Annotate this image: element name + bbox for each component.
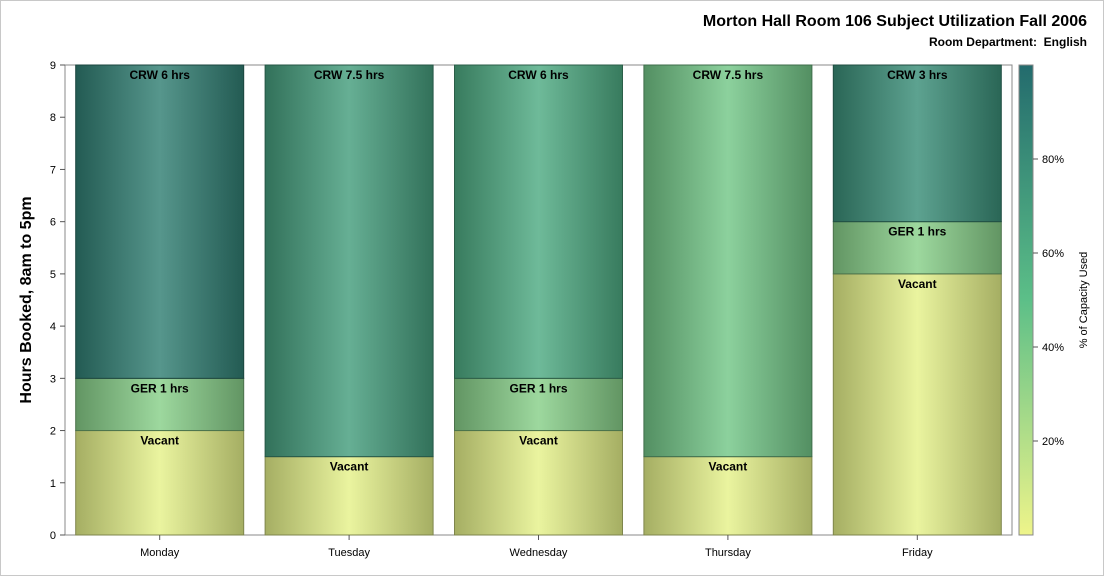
bar-segment — [454, 64, 623, 379]
x-axis: Monday Tuesday Wednesday Thursday Friday — [140, 535, 933, 559]
bar-segment-label: Vacant — [898, 277, 937, 291]
bar-segment — [454, 430, 623, 536]
chart-subtitle: Room Department: English — [929, 35, 1087, 49]
subtitle-value: English — [1043, 35, 1087, 49]
y-tick-label: 3 — [50, 373, 56, 385]
bar-segment-label: CRW 6 hrs — [508, 68, 569, 82]
bar-segment-label: CRW 7.5 hrs — [693, 68, 764, 82]
bar-segment — [75, 377, 245, 432]
y-tick-label: 5 — [50, 269, 56, 281]
colorbar-tick-label: 40% — [1042, 342, 1064, 354]
x-tick-label: Thursday — [705, 547, 751, 559]
bar-segment — [643, 64, 813, 458]
x-tick-label: Wednesday — [510, 547, 568, 559]
colorbar: 20% 40% 60% 80% — [1018, 64, 1064, 536]
x-tick-label: Friday — [902, 547, 933, 559]
y-tick-label: 6 — [50, 217, 56, 229]
y-tick-label: 9 — [50, 60, 56, 72]
y-axis: 0 1 2 3 4 5 6 7 8 9 — [50, 60, 65, 542]
y-tick-label: 0 — [50, 530, 56, 542]
colorbar-ramp — [1018, 64, 1034, 536]
y-tick-label: 4 — [50, 321, 56, 333]
bar-segment — [832, 273, 1002, 536]
bar-segment-label: CRW 3 hrs — [887, 68, 948, 82]
y-tick-label: 8 — [50, 112, 56, 124]
bar-segment — [643, 456, 813, 536]
y-tick-label: 7 — [50, 164, 56, 176]
bar-segment-label: CRW 6 hrs — [129, 68, 190, 82]
colorbar-tick-label: 20% — [1042, 436, 1064, 448]
bar-segment-label: CRW 7.5 hrs — [314, 68, 385, 82]
x-tick-label: Tuesday — [328, 547, 370, 559]
y-tick-label: 1 — [50, 478, 56, 490]
y-tick-label: 2 — [50, 426, 56, 438]
bar-segment — [832, 221, 1002, 275]
bar-segment — [75, 430, 245, 536]
bar-segment-label: GER 1 hrs — [131, 381, 189, 395]
colorbar-tick-label: 80% — [1042, 154, 1064, 166]
bar-segment — [832, 64, 1002, 223]
subtitle-label: Room Department: — [928, 35, 1037, 49]
x-tick-label: Monday — [140, 547, 180, 559]
bar-segment-label: Vacant — [330, 460, 369, 474]
plot-area: Vacant GER 1 hrs CRW 6 hrs Vacant CRW 7.5 hr… — [64, 64, 1013, 536]
bar-segment-label: Vacant — [519, 434, 558, 448]
bar-segment-label: Vacant — [709, 460, 748, 474]
bar-segment-label: GER 1 hrs — [509, 381, 567, 395]
bar-segment-label: Vacant — [140, 434, 179, 448]
chart-title: Morton Hall Room 106 Subject Utilization… — [702, 13, 1087, 30]
colorbar-label: % of Capacity Used — [1078, 252, 1090, 349]
y-axis-label: Hours Booked, 8am to 5pm — [18, 196, 35, 403]
bar-segment-label: GER 1 hrs — [888, 225, 946, 239]
colorbar-tick-label: 60% — [1042, 248, 1064, 260]
bar-segment — [264, 456, 434, 536]
bar-segment — [264, 64, 434, 458]
bar-segment — [75, 64, 245, 379]
